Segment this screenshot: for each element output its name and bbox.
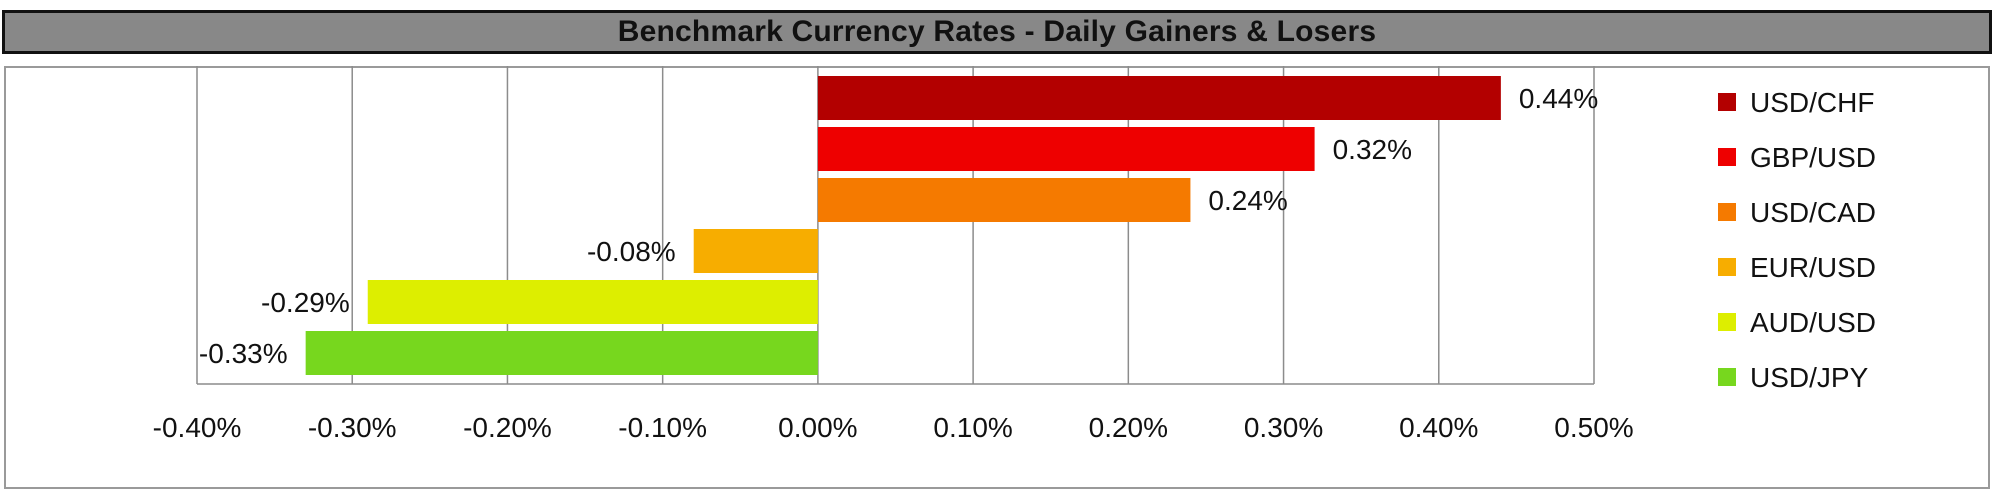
x-tick-label: 0.30%	[1244, 412, 1323, 443]
x-tick-label: -0.30%	[308, 412, 397, 443]
chart-title-bar: Benchmark Currency Rates - Daily Gainers…	[2, 10, 1992, 54]
data-label: -0.33%	[199, 338, 288, 369]
x-tick-label: -0.20%	[463, 412, 552, 443]
data-label: -0.29%	[261, 287, 350, 318]
legend-swatch	[1718, 203, 1736, 221]
legend-swatch	[1718, 313, 1736, 331]
bar-usd-chf	[817, 76, 1501, 120]
legend-label: AUD/USD	[1750, 307, 1876, 338]
x-tick-label: 0.10%	[933, 412, 1012, 443]
x-tick-label: 0.20%	[1089, 412, 1168, 443]
bar-gbp-usd	[817, 127, 1315, 171]
legend-swatch	[1718, 258, 1736, 276]
legend-label: USD/JPY	[1750, 362, 1869, 393]
chart-title: Benchmark Currency Rates - Daily Gainers…	[617, 15, 1377, 48]
legend-swatch	[1718, 148, 1736, 166]
data-label: 0.24%	[1208, 185, 1287, 216]
data-label: 0.44%	[1519, 83, 1598, 114]
x-tick-label: 0.40%	[1399, 412, 1478, 443]
bar-usd-cad	[817, 178, 1191, 222]
x-tick-label: -0.40%	[153, 412, 242, 443]
legend-label: GBP/USD	[1750, 142, 1876, 173]
legend-label: USD/CHF	[1750, 87, 1874, 118]
legend-label: USD/CAD	[1750, 197, 1876, 228]
bar-eur-usd	[693, 229, 818, 273]
data-label: -0.08%	[587, 236, 676, 267]
x-tick-label: 0.50%	[1554, 412, 1633, 443]
legend-swatch	[1718, 368, 1736, 386]
legend-swatch	[1718, 93, 1736, 111]
data-label: 0.32%	[1333, 134, 1412, 165]
legend-label: EUR/USD	[1750, 252, 1876, 283]
bar-aud-usd	[367, 280, 818, 324]
x-tick-label: -0.10%	[618, 412, 707, 443]
bar-usd-jpy	[305, 331, 818, 375]
x-tick-label: 0.00%	[778, 412, 857, 443]
